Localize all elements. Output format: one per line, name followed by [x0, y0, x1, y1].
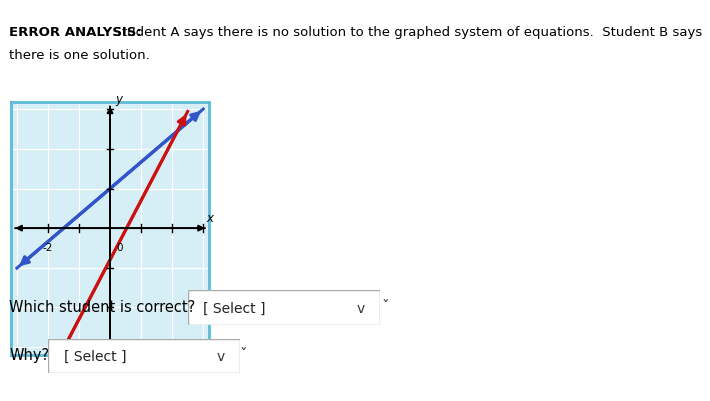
Text: ERROR ANALYSIS:: ERROR ANALYSIS: [9, 26, 142, 39]
Text: ˇ: ˇ [239, 347, 247, 363]
Text: v: v [217, 349, 224, 363]
FancyBboxPatch shape [188, 291, 380, 325]
Text: Student A says there is no solution to the graphed system of equations.  Student: Student A says there is no solution to t… [105, 26, 702, 39]
FancyBboxPatch shape [48, 339, 240, 373]
Text: Which student is correct?: Which student is correct? [9, 299, 195, 314]
Text: x: x [207, 211, 213, 224]
Text: v: v [356, 301, 364, 315]
Text: 0: 0 [116, 242, 123, 252]
Text: -2: -2 [43, 242, 53, 252]
Text: Why?: Why? [9, 347, 50, 363]
Text: ˇ: ˇ [381, 299, 389, 314]
Text: [ Select ]: [ Select ] [204, 301, 266, 315]
Text: [ Select ]: [ Select ] [64, 349, 126, 363]
Text: y: y [116, 93, 123, 106]
Text: there is one solution.: there is one solution. [9, 49, 150, 62]
